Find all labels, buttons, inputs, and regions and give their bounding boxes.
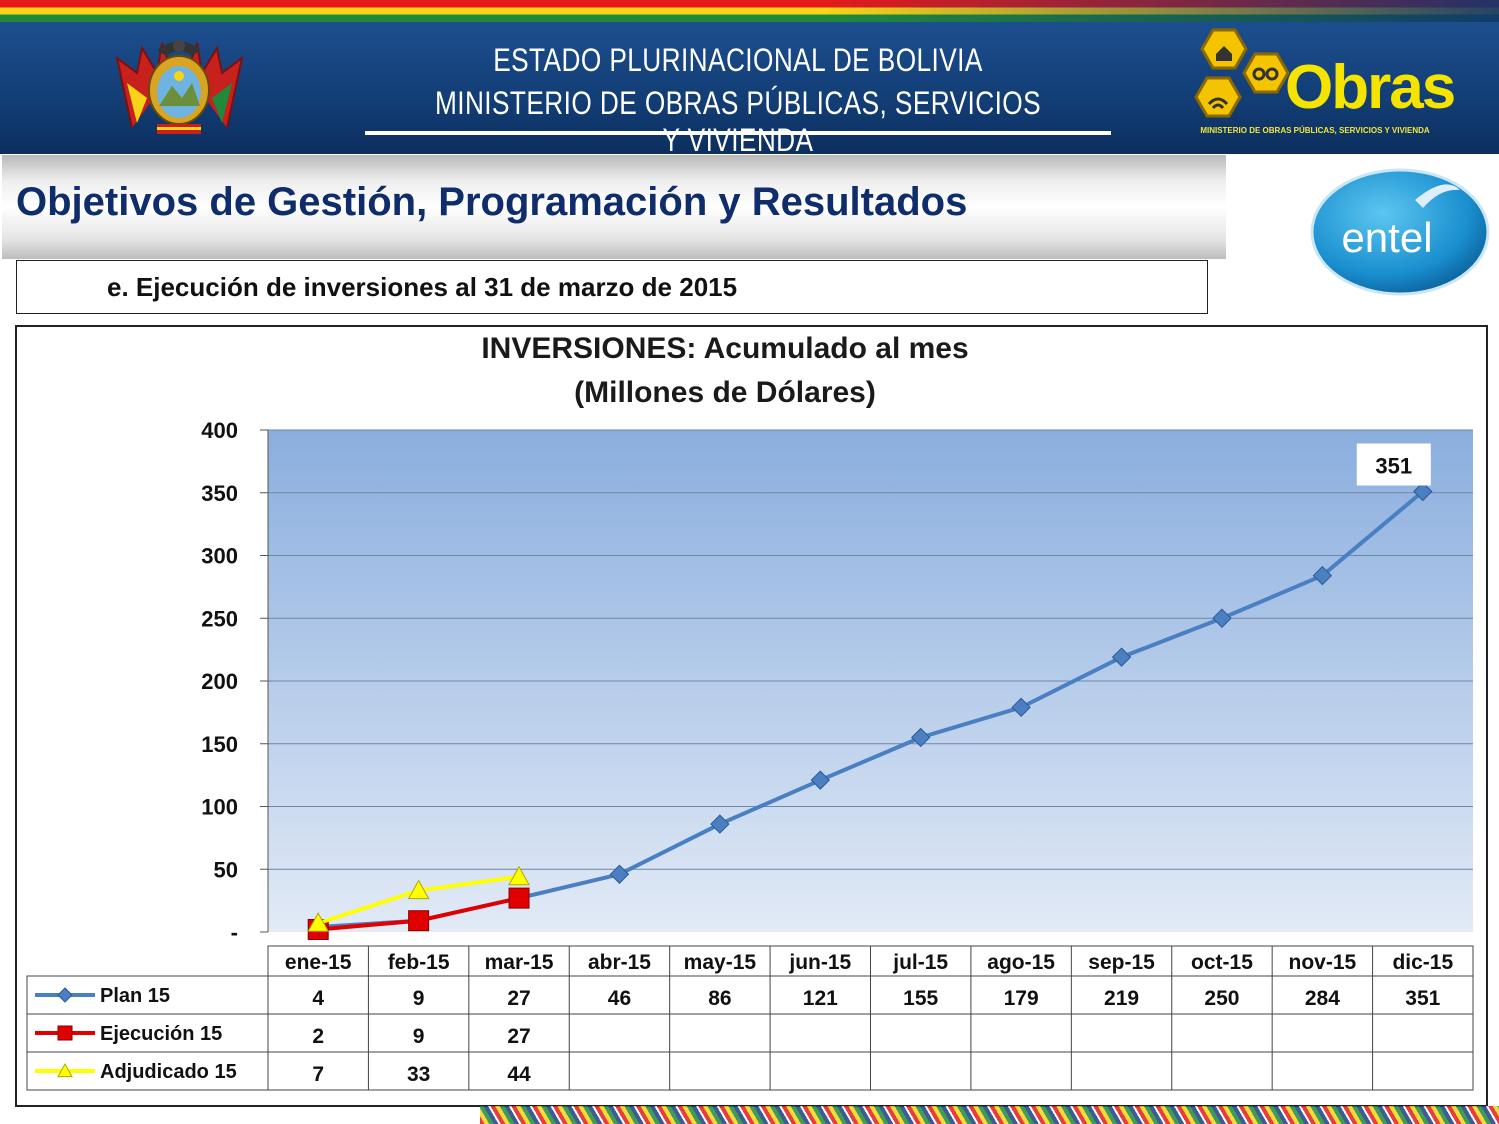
obras-logo-icon bbox=[1194, 28, 1290, 118]
obras-logo-text: Obras bbox=[1285, 53, 1456, 122]
bottom-flag-stripe bbox=[480, 1106, 1499, 1124]
entel-logo-text: entel bbox=[1341, 214, 1432, 261]
chart-title: INVERSIONES: Acumulado al mes bbox=[481, 332, 969, 365]
title-bar bbox=[2, 155, 1226, 259]
slide-subtitle: e. Ejecución de inversiones al 31 de mar… bbox=[107, 272, 738, 302]
obras-logo-subtitle: MINISTERIO DE OBRAS PÚBLICAS, SERVICIOS … bbox=[1200, 126, 1430, 135]
slide-title: Objetivos de Gestión, Programación y Res… bbox=[16, 180, 968, 224]
bolivia-coat-of-arms-icon bbox=[115, 40, 244, 134]
flag-stripe-fade bbox=[0, 0, 1499, 22]
entel-logo-icon: entel bbox=[1310, 168, 1490, 296]
chart-frame bbox=[15, 325, 1488, 1107]
header-divider bbox=[365, 131, 1111, 135]
header-line1: ESTADO PLURINACIONAL DE BOLIVIA bbox=[493, 42, 983, 78]
chart-subtitle: (Millones de Dólares) bbox=[574, 376, 876, 409]
header-line2: MINISTERIO DE OBRAS PÚBLICAS, SERVICIOS … bbox=[434, 85, 1042, 158]
subtitle-box bbox=[16, 260, 1208, 314]
